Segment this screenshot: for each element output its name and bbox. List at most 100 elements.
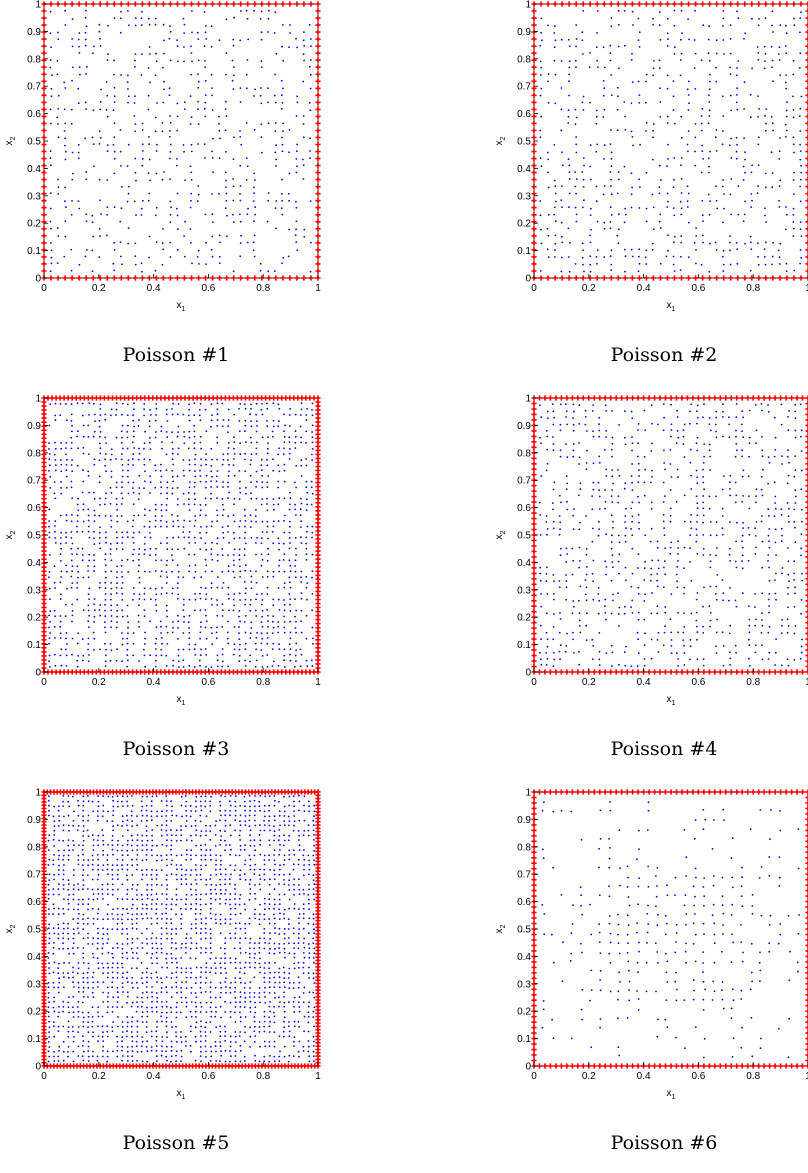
interior-point [97,908,100,911]
interior-point [246,87,248,90]
interior-point [188,627,190,629]
interior-point [154,553,157,556]
boundary-point [315,134,321,141]
interior-point [97,1011,99,1014]
interior-point [48,1046,51,1048]
interior-point [581,256,584,259]
interior-point [149,492,151,494]
interior-point [311,409,313,411]
interior-point [540,593,542,595]
interior-point [750,193,753,195]
interior-point [708,165,710,168]
interior-point [715,39,718,42]
interior-point [67,883,70,885]
boundary-points [531,1,808,281]
interior-point [751,17,753,20]
interior-point [266,503,268,505]
interior-point [673,178,675,181]
interior-point [664,606,667,608]
interior-point [216,614,219,617]
boundary-point [712,395,718,401]
interior-point [143,598,146,601]
interior-point [166,481,169,484]
boundary-point [587,1,593,7]
interior-point [63,986,65,989]
interior-point [87,1031,90,1034]
interior-point [794,586,796,589]
boundary-point [805,71,808,77]
interior-point [205,480,207,483]
interior-point [735,74,738,77]
interior-point [115,486,118,489]
interior-point [676,430,679,432]
interior-point [232,464,235,466]
interior-point [76,972,79,975]
interior-point [309,59,312,61]
boundary-point [531,127,537,134]
interior-point [64,648,67,651]
interior-point [48,458,51,460]
interior-point [575,38,578,40]
interior-point [67,1030,70,1033]
interior-point [101,1035,104,1038]
interior-point [243,430,246,433]
boundary-point [778,395,784,401]
interior-point [97,858,100,861]
interior-point [702,468,704,471]
interior-point [575,66,577,68]
interior-point [204,157,206,159]
interior-point [278,407,281,410]
interior-point [696,521,698,523]
interior-point [48,889,50,891]
interior-point [244,458,246,461]
interior-point [110,492,113,494]
interior-point [779,74,782,76]
interior-point [216,486,219,488]
interior-point [99,582,101,584]
interior-point [652,17,654,20]
interior-point [216,470,219,472]
interior-point [59,459,62,461]
interior-point [631,481,633,484]
y-tick-label: 1 [35,0,41,11]
boundary-point [805,170,808,176]
interior-point [777,53,780,55]
interior-point [284,666,286,668]
interior-point [177,570,180,573]
boundary-point [531,113,537,119]
interior-point [609,44,612,47]
interior-point [244,598,247,601]
interior-point [591,572,594,575]
interior-point [574,108,577,111]
interior-point [651,469,653,472]
boundary-point [805,598,808,604]
boundary-point [287,275,293,281]
boundary-point [210,1,216,7]
interior-point [585,612,588,615]
interior-point [244,642,247,645]
boundary-point [538,275,544,281]
interior-point [736,449,738,452]
interior-point [305,442,307,444]
interior-point [210,626,213,629]
interior-point [786,482,789,485]
interior-point [617,95,619,98]
interior-point [794,526,796,529]
scatter-plot-1: 0 0.2 0.4 0.6 0.8 100.10.20.30.40.50.60.70.80… [4,0,321,313]
interior-point [310,38,312,40]
interior-point [302,39,305,42]
interior-point [764,263,767,266]
interior-point [294,430,297,433]
interior-point [52,838,55,841]
boundary-point [791,1,797,7]
interior-point [67,800,70,803]
interior-point [300,536,302,539]
interior-point [101,1025,104,1028]
interior-point [572,449,575,452]
interior-point [182,648,185,651]
interior-point [266,220,269,223]
interior-point [190,199,192,202]
interior-point [625,527,627,530]
interior-point [115,503,118,506]
interior-point [127,10,129,12]
